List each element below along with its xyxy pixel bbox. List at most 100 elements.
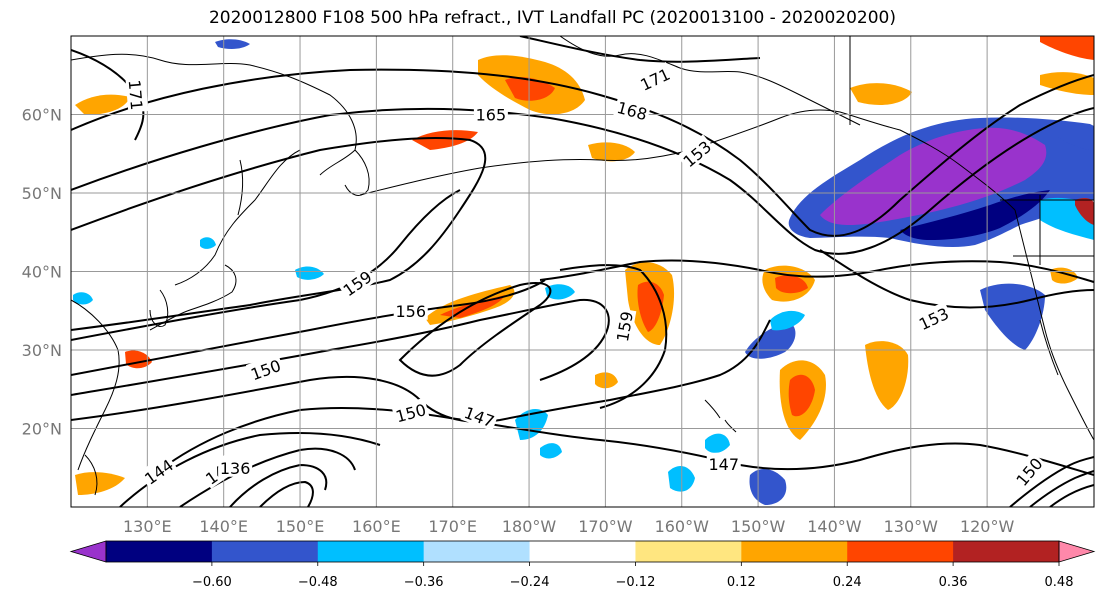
contour-label: 165 [473, 103, 508, 125]
contour-label-bg [634, 62, 675, 95]
contour-label-text: 147 [708, 455, 739, 474]
coast-asia-north [71, 53, 357, 176]
colorbar-segment [211, 541, 319, 562]
longitude-labels: 130°E 140°E 150°E 160°E 170°E 180°W 170°W 160°W… [123, 517, 1014, 536]
contour-147 [159, 407, 1094, 476]
contour-label-bg [391, 397, 430, 426]
coast-asia-east [174, 149, 301, 286]
gridlines [71, 36, 1094, 507]
contour-159-east [539, 259, 1094, 283]
colorbar-segment [635, 541, 742, 562]
map-title: 2020012800 F108 500 hPa refract., IVT La… [208, 8, 896, 28]
contour-label-bg [613, 95, 652, 124]
red-patch-far-right [1075, 197, 1094, 225]
contour-171-north [519, 36, 761, 63]
contour-159-west [71, 189, 461, 341]
contour-label-bg [1009, 451, 1047, 491]
map-content: 1711711651681591561501501471591471441471… [71, 36, 1094, 507]
lon-tick-label: 130°W [884, 517, 939, 536]
blue-patch-12 [1055, 122, 1094, 150]
colorbar-extend-min [69, 540, 107, 563]
colorbar-outline [105, 540, 1060, 563]
lon-tick-label: 120°W [960, 517, 1015, 536]
contour-label-bg [706, 452, 741, 473]
lon-tick-label: 170°E [428, 517, 477, 536]
orange-patch-top-right [1040, 36, 1094, 60]
contour-label-bg [218, 456, 253, 477]
lon-tick-label: 170°W [578, 517, 633, 536]
blue-patch-14 [200, 237, 216, 249]
orange-patch-small-4 [75, 472, 125, 495]
contour-label-bg [393, 299, 428, 320]
orange-patch-alaska-1 [588, 142, 635, 162]
contour-right-low-2 [1029, 470, 1094, 507]
blue-patch-10 [295, 266, 324, 280]
contour-label-text: 171 [125, 79, 147, 111]
contour-156 [71, 279, 546, 376]
coast-baja [1039, 319, 1059, 376]
contour-label-text: 156 [395, 302, 426, 321]
contour-label-bg [337, 264, 377, 301]
contour-label: 136 [218, 456, 253, 478]
ivt-navy-band [900, 190, 1050, 240]
orange-patch-kamchatka [412, 130, 478, 150]
orange-patch-small-1 [595, 372, 618, 389]
coast-japan [149, 264, 237, 331]
lat-tick-label: 30°N [22, 341, 62, 360]
contour-label-bg [245, 353, 285, 384]
negative-anomaly-shading [73, 39, 1094, 505]
contour-label-bg [138, 452, 178, 489]
red-patch-mid-1 [775, 275, 808, 294]
orange-patch-alaska-2 [850, 83, 912, 105]
lon-tick-label: 150°E [276, 517, 325, 536]
blue-patch-9 [545, 284, 575, 300]
contour-label-text: 136 [220, 459, 251, 478]
colorbar-tick-label: −0.48 [298, 575, 338, 590]
coast-hawaii [704, 399, 737, 433]
lon-tick-label: 140°E [199, 517, 248, 536]
red-patch-mid-3 [788, 374, 815, 417]
lon-tick-label: 180°W [502, 517, 557, 536]
contour-label: 156 [393, 299, 428, 321]
contour-168 [71, 68, 1094, 237]
coast-north-america-west [1014, 209, 1094, 441]
colorbar-segment [529, 541, 636, 562]
colorbar-tick-label: −0.12 [616, 575, 656, 590]
contour-159-inner [559, 264, 668, 409]
map-frame [70, 35, 1095, 508]
contour-label: 171 [125, 76, 149, 113]
colorbar-segment [741, 541, 848, 562]
contour-label-bg [125, 76, 149, 113]
colorbar-segment [317, 541, 425, 562]
colorbar-tick-label: −0.60 [192, 575, 232, 590]
colorbar-segment [423, 541, 531, 562]
colorbar-segment [106, 541, 213, 562]
coast-sakhalin [237, 159, 244, 216]
lon-tick-label: 150°W [731, 517, 786, 536]
ivt-purple-core [820, 127, 1047, 226]
contour-136 [259, 480, 314, 507]
colorbar-tick-label: 0.24 [833, 575, 862, 590]
lat-tick-label: 20°N [22, 420, 62, 439]
lat-tick-label: 40°N [22, 263, 62, 282]
coast-china [71, 299, 120, 471]
contour-label-bg [610, 307, 637, 345]
blue-patch-8 [705, 433, 730, 453]
colorbar: −0.60 −0.48 −0.36 −0.24 −0.12 0.12 0.24 0.36 0.4… [69, 540, 1096, 590]
contour-153-east [819, 249, 1094, 309]
colorbar-tick-label: 0.36 [939, 575, 968, 590]
colorbar-segment [847, 541, 954, 562]
lon-tick-label: 140°W [807, 517, 862, 536]
blue-patch-13 [73, 292, 93, 305]
coast-kamchatka [344, 149, 370, 196]
contour-165 [71, 107, 1094, 255]
contour-label-bg [913, 301, 953, 334]
orange-patch-mid-4 [865, 341, 909, 410]
coast-alaska-south [689, 109, 1016, 211]
colorbar-extend-max [1058, 540, 1096, 563]
contour-label-bg [473, 103, 508, 124]
blue-patch-2 [770, 310, 805, 331]
contour-label: 147 [706, 452, 741, 474]
blue-patch-5 [515, 408, 548, 440]
colorbar-tick-label: 0.12 [727, 575, 756, 590]
